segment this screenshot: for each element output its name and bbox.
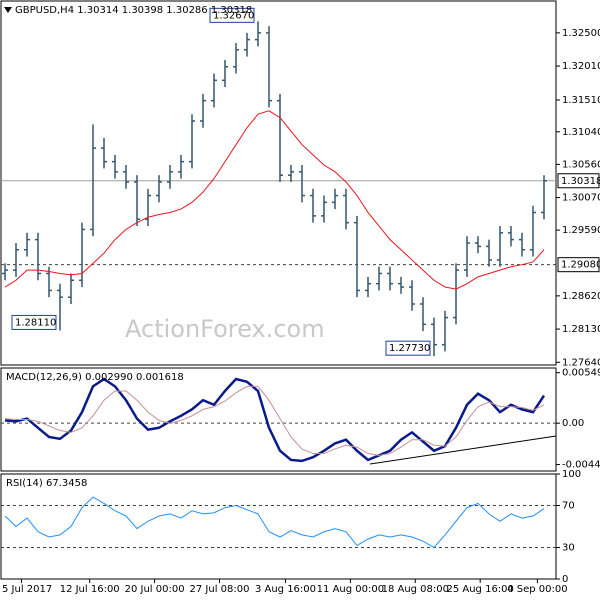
annotation-label: 1.27730: [389, 343, 430, 354]
y-tick-label: 1.27640: [562, 357, 600, 368]
y-tick-label: 1.32010: [562, 61, 600, 72]
y-tick-label: 1.32500: [562, 28, 600, 39]
series-line: [4, 385, 545, 456]
level-label: 1.30318: [561, 176, 600, 187]
title-icon: [4, 7, 12, 13]
annotation-box: [385, 340, 431, 356]
x-tick-label: 18 Aug 08:00: [382, 584, 449, 595]
x-tick-label: 11 Aug 00:00: [317, 584, 384, 595]
panel-title: GBPUSD,H4 1.30314 1.30398 1.30286 1.3031…: [15, 5, 252, 16]
series-line: [4, 496, 545, 549]
annotation-box: [11, 314, 57, 330]
y-tick-label: 0.00: [562, 418, 584, 429]
panel-frame: [0, 473, 557, 580]
y-tick-label: 1.30070: [562, 193, 600, 204]
y-tick-label: 100: [562, 469, 581, 480]
x-tick-label: 4 Sep 00:00: [507, 584, 567, 595]
x-tick-label: 20 Jul 00:00: [125, 584, 185, 595]
y-tick-label: 0.00549: [562, 368, 600, 379]
watermark: ActionForex.com: [125, 315, 325, 343]
level-label: 1.29080: [561, 260, 600, 271]
y-tick-label: 1.31510: [562, 95, 600, 106]
x-tick-label: 3 Aug 16:00: [255, 584, 316, 595]
series-line: [4, 377, 546, 463]
trend-line: [369, 435, 557, 465]
annotation-label: 1.28110: [15, 317, 56, 328]
x-tick-label: 25 Aug 16:00: [446, 584, 513, 595]
x-tick-label: 5 Jul 2017: [2, 584, 52, 595]
y-tick-label: 70: [562, 501, 575, 512]
y-tick-label: 1.31040: [562, 127, 600, 138]
level-tag: [557, 257, 600, 273]
y-tick-label: 0: [562, 574, 568, 585]
y-tick-label: 1.30560: [562, 159, 600, 170]
series-line: [4, 110, 545, 290]
annotation-box: [209, 7, 255, 23]
y-tick-label: 1.28130: [562, 324, 600, 335]
y-tick-label: -0.004499: [562, 460, 600, 471]
panel-frame: [0, 367, 557, 472]
y-tick-label: 30: [562, 543, 575, 554]
annotation-label: 1.32670: [213, 10, 254, 21]
panel-title: RSI(14) 67.3458: [6, 478, 87, 489]
y-tick-label: 1.28620: [562, 291, 600, 302]
y-tick-label: 1.29590: [562, 225, 600, 236]
level-tag: [557, 173, 600, 189]
x-tick-label: 12 Jul 16:00: [60, 584, 120, 595]
panel-frame: [0, 0, 557, 366]
x-tick-label: 27 Jul 08:00: [190, 584, 250, 595]
panel-title: MACD(12,26,9) 0.002990 0.001618: [6, 372, 184, 383]
